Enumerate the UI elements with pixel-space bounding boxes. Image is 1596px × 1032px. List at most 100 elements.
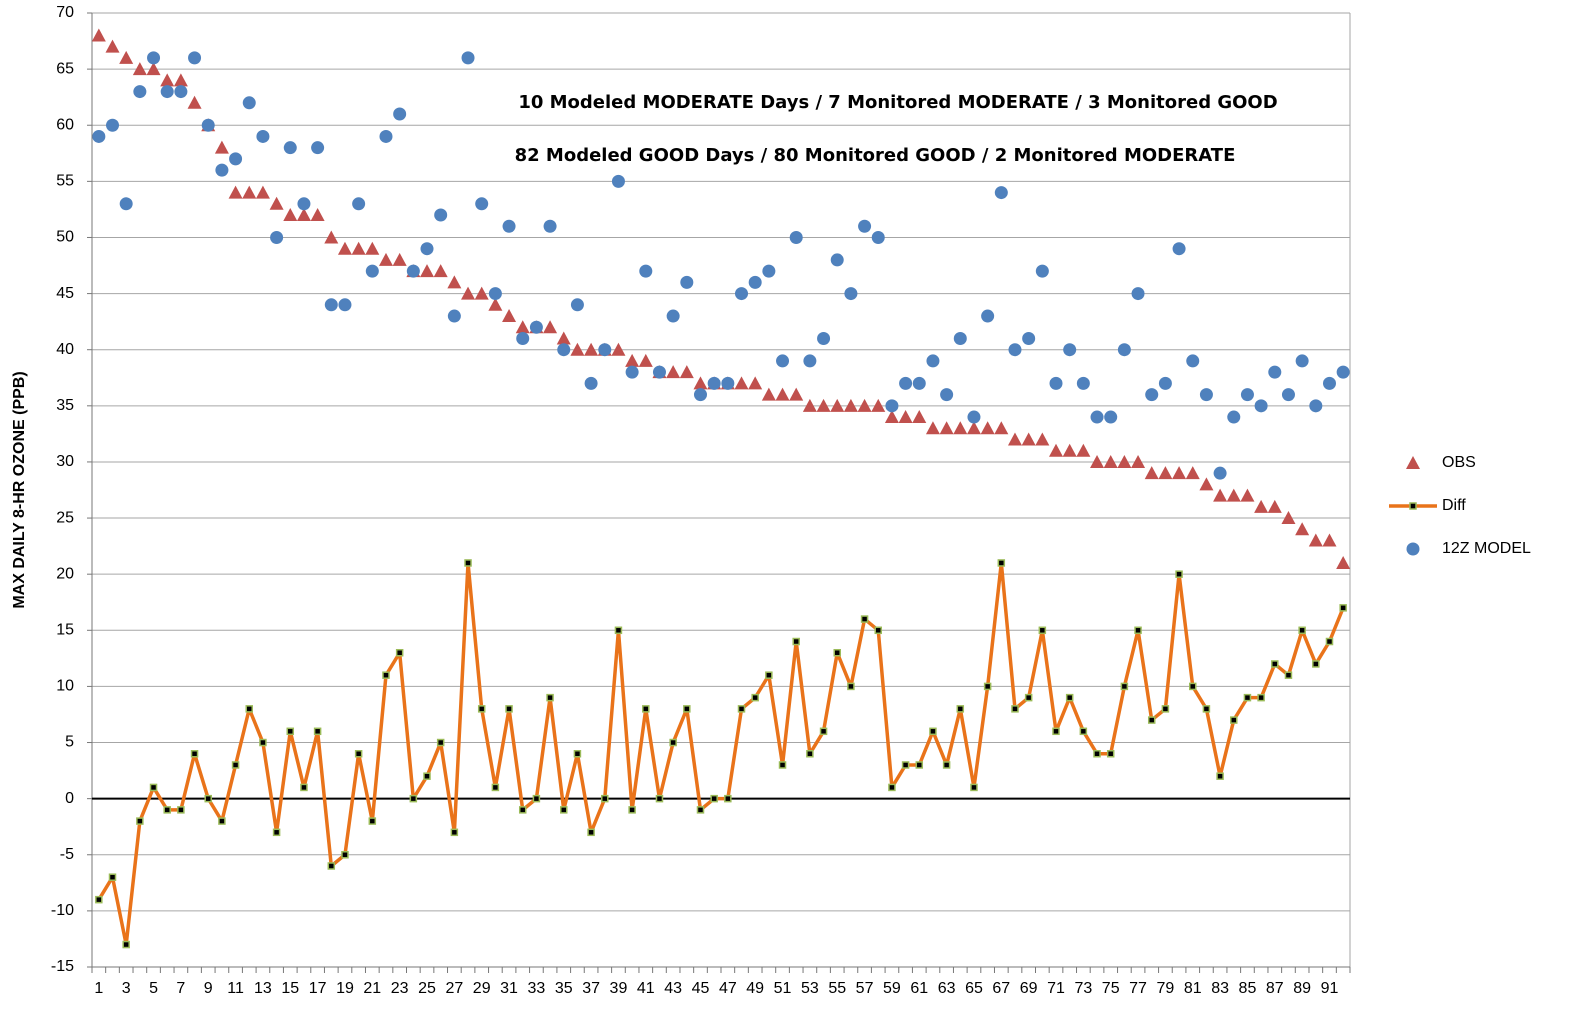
point xyxy=(1308,533,1323,547)
line-marker xyxy=(505,705,513,713)
x-tick-label: 53 xyxy=(801,980,819,997)
point xyxy=(269,196,284,210)
point xyxy=(106,118,120,132)
point xyxy=(816,398,831,412)
x-tick-label: 9 xyxy=(204,980,213,997)
y-tick-label: 10 xyxy=(56,678,74,695)
x-tick-label: 81 xyxy=(1184,980,1202,997)
point xyxy=(201,118,215,132)
point xyxy=(91,28,106,42)
point xyxy=(160,73,175,87)
line-marker xyxy=(560,806,568,814)
line-marker xyxy=(1298,626,1306,635)
x-tick-label: 11 xyxy=(227,980,244,997)
x-tick-label: 5 xyxy=(149,980,158,997)
point xyxy=(337,241,352,255)
point xyxy=(680,275,694,289)
point xyxy=(843,398,858,412)
x-tick-label: 1 xyxy=(94,980,103,997)
point xyxy=(912,410,927,424)
point xyxy=(242,185,257,199)
x-tick-label: 17 xyxy=(309,980,327,997)
line-marker xyxy=(970,783,978,792)
point xyxy=(119,197,133,211)
point xyxy=(1035,432,1050,446)
y-tick-label: 55 xyxy=(56,173,74,190)
y-tick-label: 65 xyxy=(56,60,74,77)
line-marker xyxy=(573,750,582,758)
y-tick-label: 45 xyxy=(56,285,74,302)
line-marker xyxy=(1011,705,1019,713)
point xyxy=(1063,343,1077,357)
point xyxy=(447,275,462,289)
point xyxy=(406,264,420,278)
point xyxy=(502,309,517,323)
line-marker xyxy=(601,794,609,803)
x-tick-label: 31 xyxy=(500,980,518,997)
line-marker xyxy=(915,761,924,769)
point xyxy=(625,365,639,379)
point xyxy=(1254,499,1269,513)
x-tick-label: 51 xyxy=(774,980,792,997)
line-marker xyxy=(997,559,1006,567)
point xyxy=(625,353,640,367)
y-tick-label: 0 xyxy=(65,790,74,807)
x-tick-label: 25 xyxy=(418,980,436,997)
point xyxy=(1213,488,1228,502)
line-marker xyxy=(300,783,308,792)
y-tick-label: -5 xyxy=(60,846,74,863)
point xyxy=(392,252,407,266)
point xyxy=(1227,410,1241,424)
x-tick-label: 7 xyxy=(176,980,185,997)
point xyxy=(584,342,599,356)
line-marker xyxy=(669,738,677,747)
point xyxy=(898,410,913,424)
point xyxy=(187,95,202,109)
point xyxy=(1213,466,1227,480)
line-marker xyxy=(860,615,869,623)
point xyxy=(1240,388,1254,402)
point xyxy=(420,242,434,256)
x-tick-label: 79 xyxy=(1157,980,1175,997)
line-marker xyxy=(1175,570,1183,578)
point xyxy=(994,186,1008,200)
x-tick-label: 43 xyxy=(664,980,682,997)
line-marker xyxy=(464,559,472,567)
point xyxy=(748,376,763,390)
point xyxy=(803,354,817,368)
line-marker xyxy=(710,794,718,803)
point xyxy=(1103,454,1118,468)
x-tick-label: 33 xyxy=(528,980,546,997)
x-tick-label: 35 xyxy=(555,980,573,997)
point xyxy=(679,365,694,379)
point xyxy=(639,264,653,278)
x-tick-label: 45 xyxy=(692,980,710,997)
point xyxy=(761,387,776,401)
line-marker xyxy=(1024,693,1033,702)
point xyxy=(693,388,707,402)
point xyxy=(1295,354,1309,368)
point xyxy=(434,208,448,222)
point xyxy=(1336,365,1350,379)
point xyxy=(611,174,625,188)
line-marker xyxy=(983,682,992,691)
x-tick-label: 47 xyxy=(719,980,737,997)
y-tick-label: 25 xyxy=(56,509,74,526)
x-tick-label: 89 xyxy=(1293,980,1311,997)
line-marker xyxy=(587,828,595,837)
line-marker xyxy=(423,772,431,780)
line xyxy=(97,561,1345,947)
y-tick-label: 5 xyxy=(65,734,74,751)
point xyxy=(1199,388,1213,402)
point xyxy=(1008,343,1022,357)
point xyxy=(830,253,844,267)
point xyxy=(515,320,530,334)
point xyxy=(1199,477,1214,491)
point xyxy=(789,230,803,244)
line-marker xyxy=(149,783,158,792)
line-marker xyxy=(956,705,965,713)
point xyxy=(967,410,981,424)
point xyxy=(543,320,558,334)
point xyxy=(1021,432,1036,446)
point xyxy=(666,365,681,379)
